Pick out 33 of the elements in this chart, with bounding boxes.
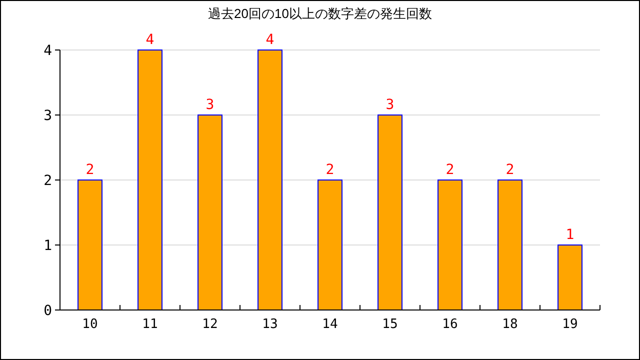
x-tick-label: 15	[382, 317, 398, 332]
data-label: 1	[566, 227, 574, 243]
x-tick-label: 12	[202, 317, 218, 332]
bar	[318, 180, 342, 310]
data-label: 3	[206, 97, 214, 113]
x-tick-label: 16	[442, 317, 458, 332]
bar	[78, 180, 102, 310]
x-tick-label: 19	[562, 317, 578, 332]
bar	[438, 180, 462, 310]
bar	[378, 114, 402, 310]
data-label: 4	[146, 32, 154, 48]
bar	[198, 114, 222, 310]
data-label: 4	[266, 32, 274, 48]
x-tick-label: 10	[82, 317, 98, 332]
data-label: 2	[86, 162, 94, 178]
bar	[558, 244, 582, 310]
data-label: 2	[446, 162, 454, 178]
y-tick-label: 2	[44, 173, 52, 189]
x-tick-label: 14	[322, 317, 338, 332]
data-label: 2	[326, 162, 334, 178]
bar	[498, 180, 522, 310]
data-label: 2	[506, 162, 514, 178]
y-tick-label: 3	[44, 108, 52, 124]
bar	[138, 50, 162, 310]
x-tick-label: 13	[262, 317, 278, 332]
x-tick-label: 18	[502, 317, 518, 332]
chart-title: 過去20回の10以上の数字差の発生回数	[208, 6, 432, 21]
data-label: 3	[386, 97, 394, 113]
y-tick-label: 4	[44, 43, 52, 59]
x-tick-label: 11	[142, 317, 158, 332]
y-tick-label: 1	[44, 238, 52, 254]
y-tick-label: 0	[44, 303, 52, 319]
bar	[258, 50, 282, 310]
